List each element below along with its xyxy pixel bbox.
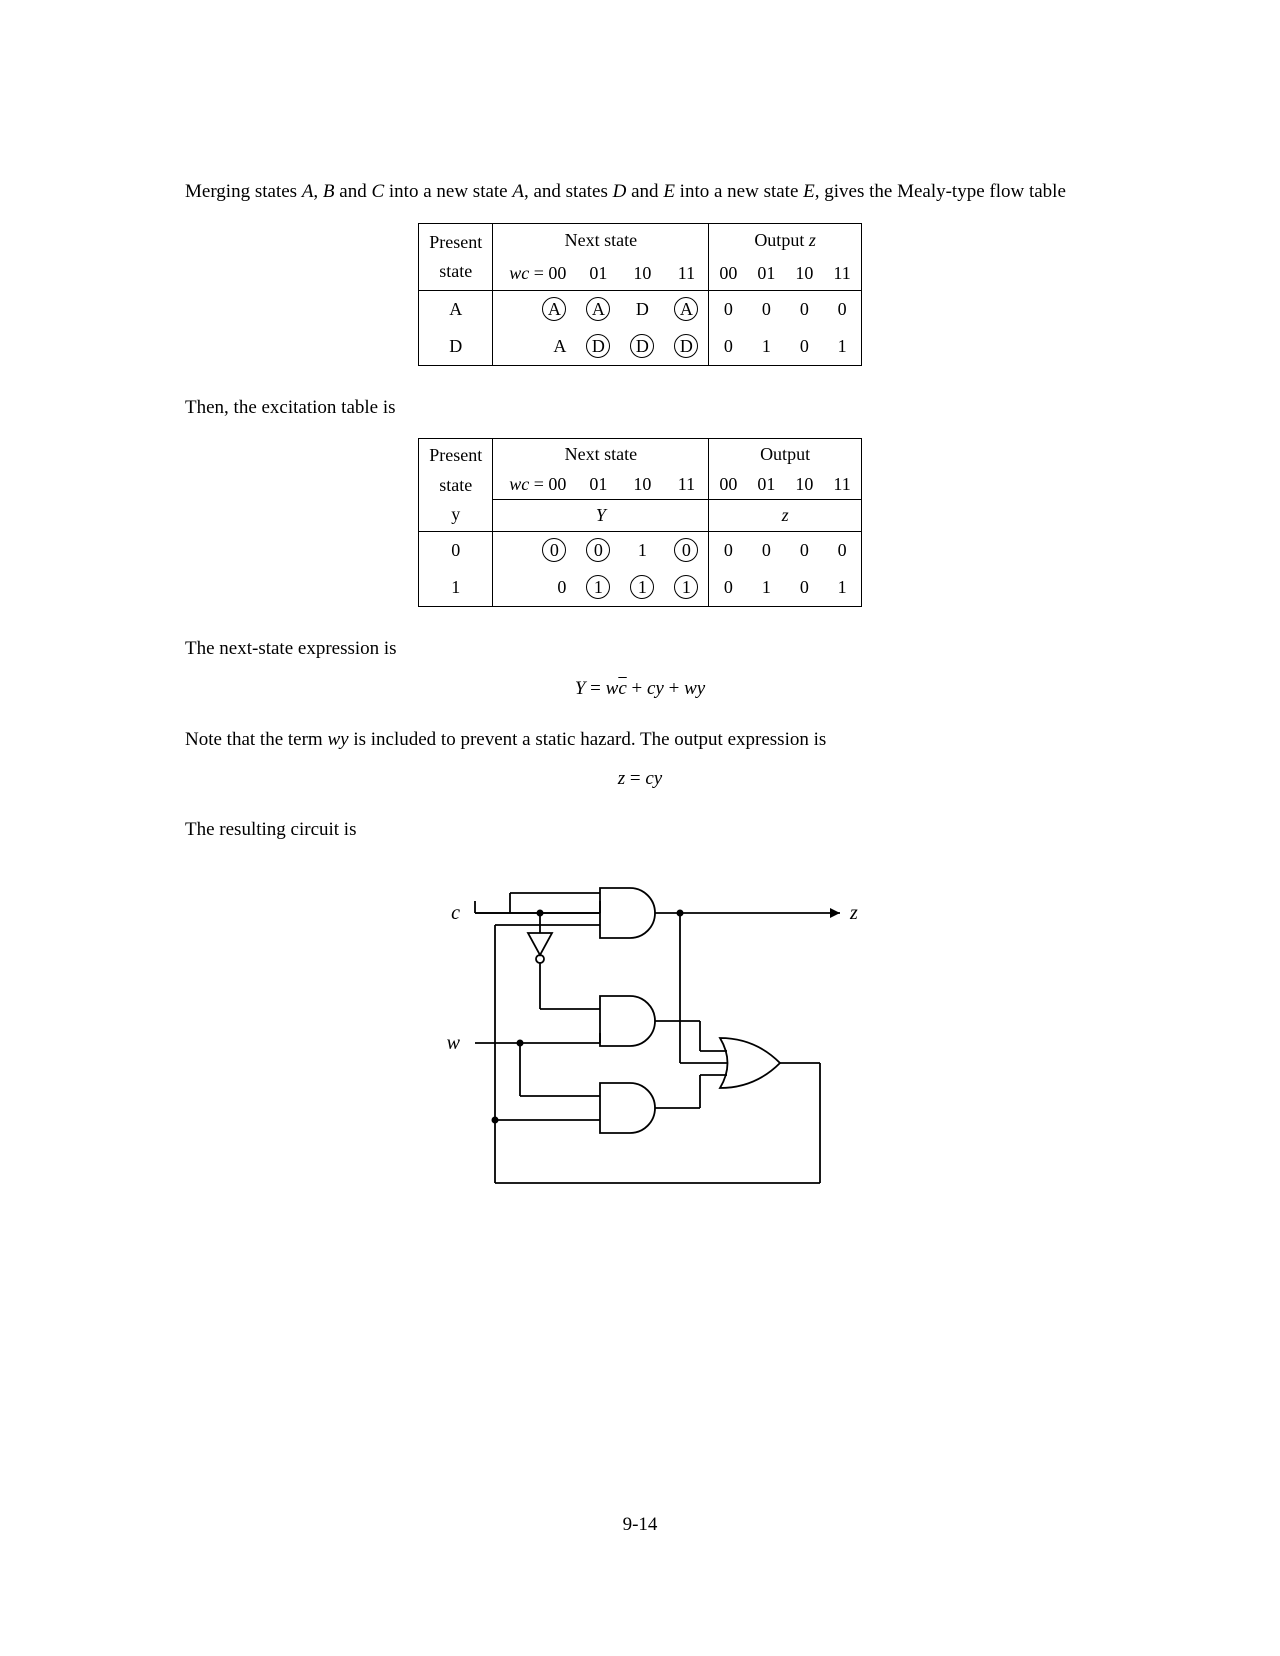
equation-2: z = cy bbox=[185, 768, 1095, 790]
text: , bbox=[313, 181, 323, 202]
text: Note that the term bbox=[185, 729, 327, 750]
page-number: 9-14 bbox=[0, 1514, 1280, 1536]
var-E2: E bbox=[803, 181, 815, 202]
eq-plus: + bbox=[627, 678, 647, 699]
text: into a new state bbox=[675, 181, 803, 202]
eq-sign: = bbox=[625, 768, 645, 789]
text: , gives the Mealy-type flow table bbox=[815, 181, 1066, 202]
var-D: D bbox=[613, 181, 627, 202]
text: Merging states bbox=[185, 181, 302, 202]
svg-text:w: w bbox=[447, 1032, 461, 1054]
var-E: E bbox=[663, 181, 675, 202]
svg-text:z: z bbox=[849, 902, 858, 924]
paragraph-5: The resulting circuit is bbox=[185, 818, 1095, 843]
var-C: C bbox=[371, 181, 384, 202]
eq-lhs: Y bbox=[575, 678, 586, 699]
text: into a new state bbox=[384, 181, 512, 202]
paragraph-3: The next-state expression is bbox=[185, 637, 1095, 662]
eq-term: cy bbox=[647, 678, 664, 699]
eq-term-bar: c bbox=[618, 678, 626, 699]
circuit-diagram: c w z bbox=[185, 863, 1095, 1208]
text: is included to prevent a static hazard. … bbox=[349, 729, 827, 750]
eq-rhs: cy bbox=[645, 768, 662, 789]
var-wy: wy bbox=[327, 729, 348, 750]
text: and bbox=[335, 181, 372, 202]
paragraph-4: Note that the term wy is included to pre… bbox=[185, 728, 1095, 753]
eq-plus: + bbox=[664, 678, 684, 699]
eq-term: w bbox=[606, 678, 619, 699]
text: , and states bbox=[524, 181, 613, 202]
var-B: B bbox=[323, 181, 335, 202]
paragraph-2: Then, the excitation table is bbox=[185, 396, 1095, 421]
text: and bbox=[626, 181, 663, 202]
excitation-table: PresentNext stateOutputstatewc = 0001101… bbox=[418, 438, 862, 607]
paragraph-1: Merging states A, B and C into a new sta… bbox=[185, 180, 1095, 205]
var-A2: A bbox=[512, 181, 524, 202]
eq-sign: = bbox=[585, 678, 605, 699]
svg-text:c: c bbox=[451, 902, 460, 924]
flow-table-1: PresentNext stateOutput zstatewc = 00011… bbox=[418, 223, 862, 366]
eq-term: wy bbox=[684, 678, 705, 699]
var-A: A bbox=[302, 181, 314, 202]
equation-1: Y = wc + cy + wy bbox=[185, 678, 1095, 700]
